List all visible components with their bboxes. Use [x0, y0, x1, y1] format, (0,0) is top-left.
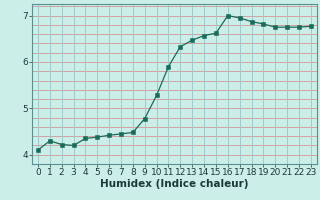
X-axis label: Humidex (Indice chaleur): Humidex (Indice chaleur) [100, 179, 249, 189]
